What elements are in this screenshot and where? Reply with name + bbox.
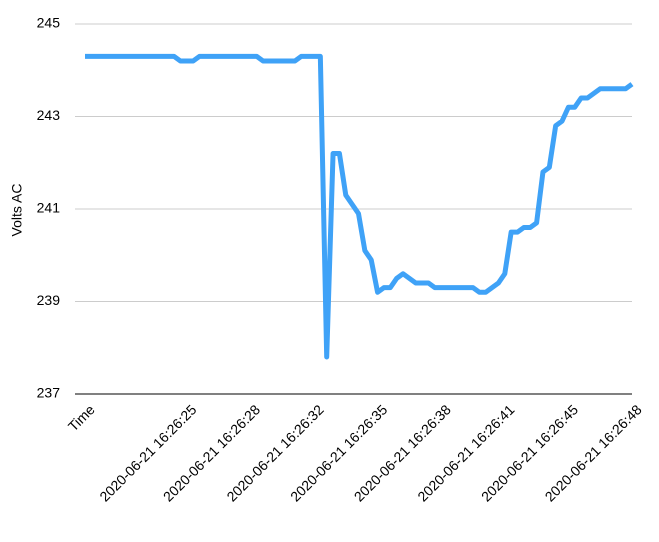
data-line: [85, 53, 634, 360]
y-tick-label: 241: [37, 200, 61, 216]
y-tick-label: 243: [37, 107, 61, 123]
y-tick-label: 237: [37, 385, 61, 401]
y-axis-label: Volts AC: [9, 184, 25, 237]
x-tick-label: Time: [65, 401, 98, 434]
y-tick-label: 245: [37, 15, 61, 31]
y-tick-label: 239: [37, 292, 61, 308]
